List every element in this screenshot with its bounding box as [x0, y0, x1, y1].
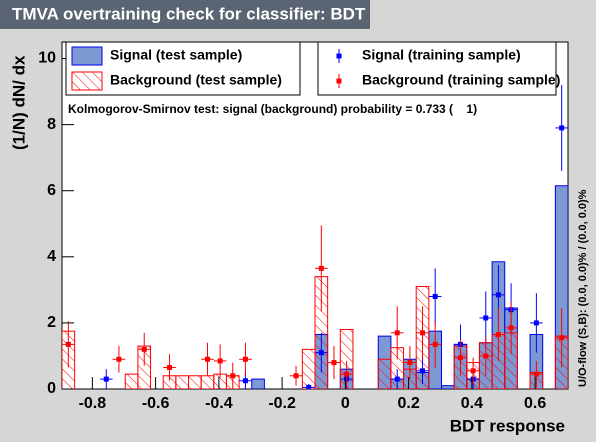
legend-box: [65, 41, 301, 96]
legend-box: [317, 41, 557, 96]
y-axis-label: (1/N) dN/ dx: [9, 55, 28, 150]
point: [230, 373, 236, 379]
legend-label: Background (test sample): [110, 72, 282, 88]
y-tick-label: 4: [47, 248, 56, 265]
x-tick-label: -0.2: [268, 395, 296, 412]
background-bar: [175, 375, 190, 389]
point: [318, 350, 324, 356]
point: [293, 373, 299, 379]
point: [483, 315, 489, 321]
background-bar: [200, 375, 215, 389]
x-tick-label: -0.6: [142, 395, 170, 412]
point: [103, 376, 109, 382]
x-tick-label: 0: [341, 395, 350, 412]
x-tick-label: 0.2: [397, 395, 419, 412]
point: [559, 125, 565, 131]
point: [470, 368, 476, 374]
point: [495, 292, 501, 298]
point: [495, 331, 501, 337]
point: [407, 360, 413, 366]
signal-bar: [251, 378, 265, 389]
y-tick-label: 8: [47, 116, 56, 133]
legend-swatch: [71, 71, 103, 91]
point: [204, 356, 210, 362]
x-tick-label: -0.4: [205, 395, 233, 412]
y-tick-label: 6: [47, 182, 56, 199]
legend-label: Background (training sample): [362, 72, 560, 88]
point: [432, 293, 438, 299]
title-box: [0, 0, 370, 29]
y-tick-label: 2: [47, 314, 56, 331]
point: [533, 371, 539, 377]
point: [116, 356, 122, 362]
x-axis-label: BDT response: [450, 416, 565, 435]
point: [331, 360, 337, 366]
background-bar: [377, 358, 392, 389]
legend-item: Signal (test sample): [71, 46, 242, 66]
background-bar: [188, 375, 202, 389]
point: [217, 358, 223, 364]
point: [167, 365, 173, 371]
ks-annotation: Kolmogorov-Smirnov test: signal (backgro…: [68, 102, 477, 116]
point: [306, 384, 312, 389]
background-bar: [124, 373, 139, 389]
y-tick-label: 0: [47, 380, 56, 397]
background-bar: [301, 348, 316, 389]
point: [457, 355, 463, 361]
chart-title: TMVA overtraining check for classifier: …: [12, 4, 366, 23]
legend-label: Signal (training sample): [362, 47, 521, 63]
point: [242, 356, 248, 362]
point: [141, 346, 147, 352]
y-tick-label: 10: [38, 50, 56, 67]
point: [483, 353, 489, 359]
legend-swatch: [336, 78, 342, 84]
point: [420, 368, 426, 374]
point: [394, 330, 400, 336]
signal-bar: [441, 385, 455, 389]
legend-swatch: [336, 53, 342, 59]
point: [432, 341, 438, 347]
point: [533, 320, 539, 326]
point: [318, 265, 324, 271]
overflow-note: U/O-flow (S,B): (0.0, 0.0)% / (0.0, 0.0)…: [577, 189, 589, 387]
plot: [62, 84, 568, 389]
x-tick-label: 0.6: [524, 395, 546, 412]
point: [420, 330, 426, 336]
legend-label: Signal (test sample): [110, 47, 242, 63]
point: [394, 376, 400, 382]
point: [559, 335, 565, 341]
x-tick-label: 0.4: [461, 395, 483, 412]
point: [344, 371, 350, 377]
legend-item: Background (test sample): [71, 71, 282, 91]
point: [508, 325, 514, 331]
x-tick-label: -0.8: [79, 395, 107, 412]
point: [242, 378, 248, 384]
axes: 0 2 4 6 8 10 -0.8 -0.6 -0.4 -0.2 0 0.2 0.4 0.6: [38, 50, 546, 412]
point: [65, 341, 71, 347]
legend-swatch: [71, 46, 103, 66]
legend-item: Signal (training sample): [336, 47, 521, 63]
legend-item: Background (training sample): [336, 72, 560, 88]
